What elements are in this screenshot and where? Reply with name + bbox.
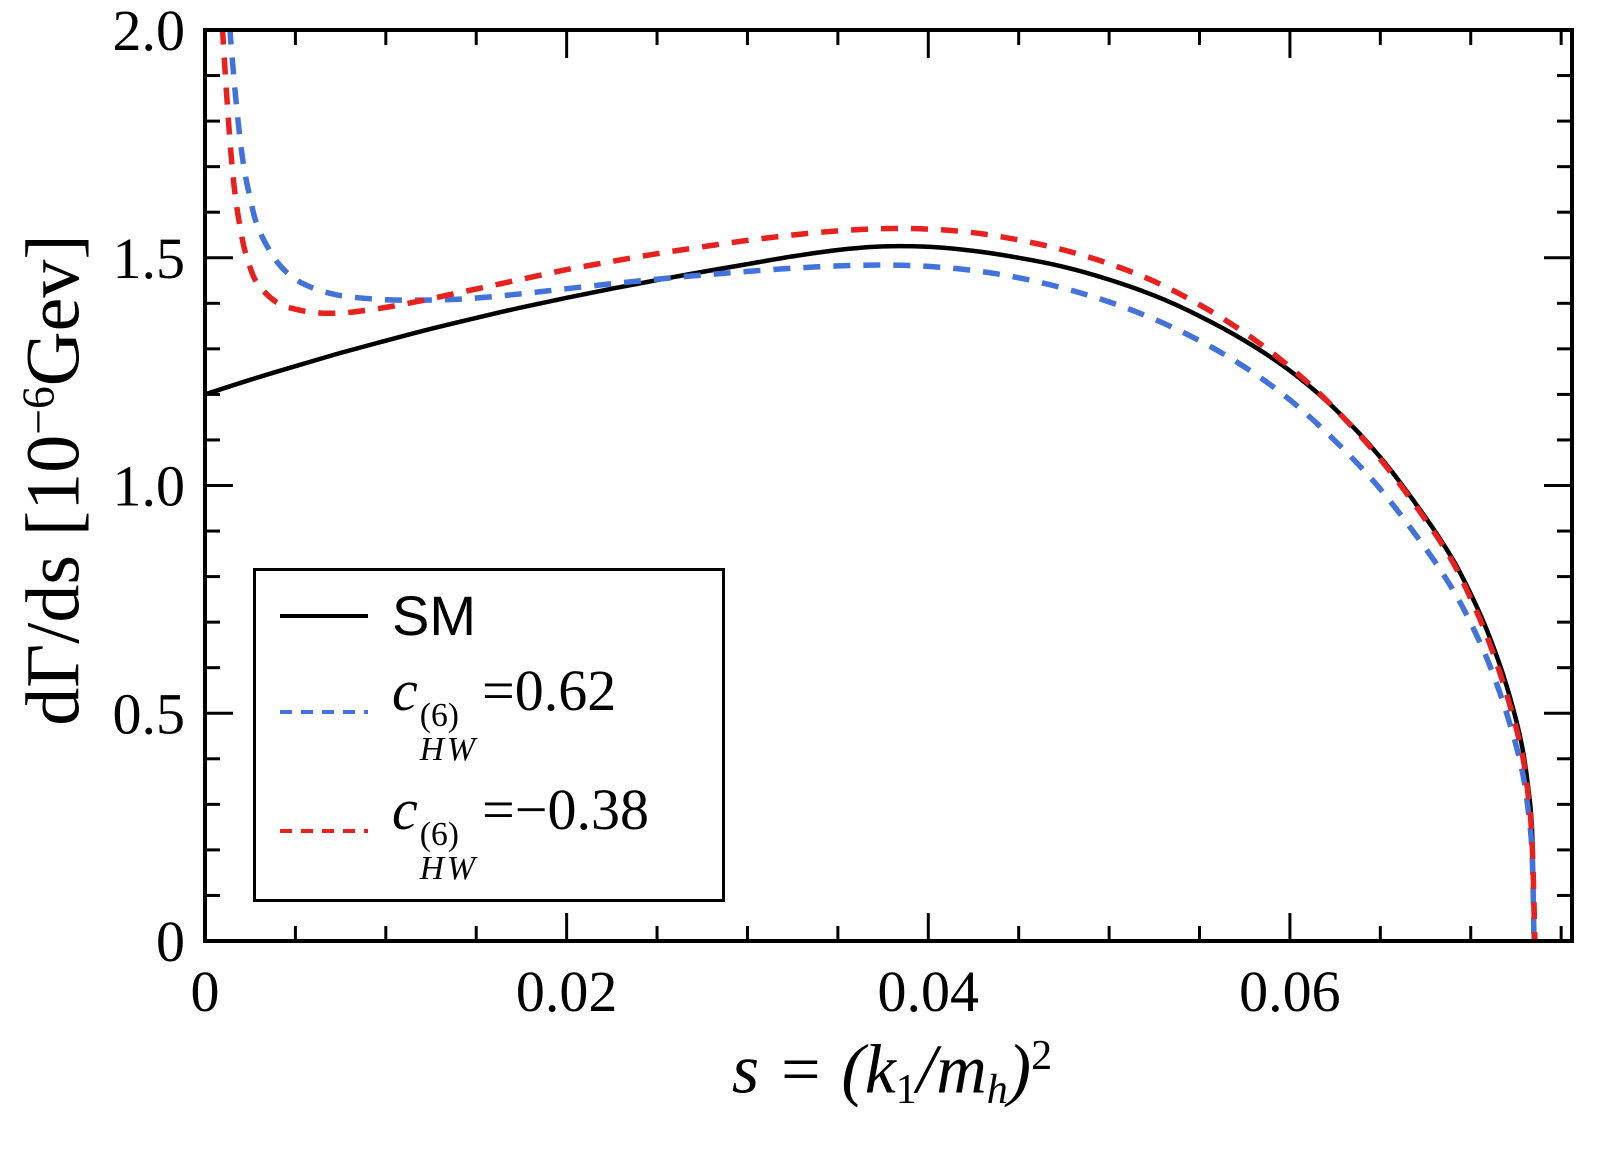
y-tick-label: 2.0 xyxy=(113,0,186,63)
legend: SM c (6) HW =0.62 c (6) HW =−0.38 xyxy=(253,568,725,902)
coefficient-scripts: (6) HW xyxy=(419,815,479,888)
y-tick-label: 1.5 xyxy=(113,226,186,291)
coefficient-value: =−0.38 xyxy=(482,776,649,842)
coefficient-value: =0.62 xyxy=(482,657,617,723)
coefficient-subscript: HW xyxy=(419,731,479,769)
ticks-layer xyxy=(203,28,1572,943)
x-tick-label: 0.02 xyxy=(516,959,618,1024)
x-tick-label: 0.04 xyxy=(878,959,980,1024)
x-axis-label-text: s = (k xyxy=(731,1031,896,1109)
legend-label-sm: SM xyxy=(392,584,476,648)
x-tick-label: 0.06 xyxy=(1239,959,1341,1024)
x-axis-label-close: ) xyxy=(1007,1031,1032,1109)
curve-cHW(6)=0.62 xyxy=(227,30,1537,941)
coefficient-superscript: (6) xyxy=(419,815,459,853)
y-tick-label: 0 xyxy=(156,909,185,974)
legend-item-chw-positive: c (6) HW =0.62 xyxy=(280,657,698,768)
legend-item-chw-negative: c (6) HW =−0.38 xyxy=(280,776,698,887)
legend-label-chw-positive: c (6) HW =0.62 xyxy=(392,657,616,768)
y-axis-label-text: dΓ/ds [10 xyxy=(11,434,96,726)
coefficient-scripts: (6) HW xyxy=(419,696,479,769)
coefficient-symbol: c xyxy=(392,657,418,723)
coefficient-subscript: HW xyxy=(419,850,479,888)
y-axis-label-unit: Gev] xyxy=(11,234,96,387)
x-tick-label: 0 xyxy=(191,959,220,1024)
tick-labels-layer: 0 0.02 0.04 0.06 0 0.5 1.0 1.5 2.0 xyxy=(113,0,1341,1024)
legend-line-sample-sm xyxy=(280,613,368,618)
curve-cHW(6)=-0.38 xyxy=(219,30,1538,941)
legend-line-sample-chw-negative xyxy=(280,829,368,834)
coefficient-superscript: (6) xyxy=(419,696,459,734)
y-tick-label: 1.0 xyxy=(113,454,186,519)
y-tick-label: 0.5 xyxy=(113,681,186,746)
legend-line-sample-chw-positive xyxy=(280,710,368,715)
curve-SM xyxy=(205,243,1537,941)
curves-layer xyxy=(205,30,1538,941)
legend-label-chw-negative: c (6) HW =−0.38 xyxy=(392,776,649,887)
x-axis-label-subh: h xyxy=(986,1066,1008,1113)
coefficient-symbol: c xyxy=(392,776,418,842)
y-axis-label-exponent: −6 xyxy=(12,386,64,435)
x-axis-label-sub1: 1 xyxy=(895,1066,917,1113)
y-axis-label: dΓ/ds [10−6Gev] xyxy=(11,234,98,725)
legend-item-sm: SM xyxy=(280,583,698,648)
x-axis-label-mid: /m xyxy=(916,1031,987,1109)
x-axis-label-exponent: 2 xyxy=(1031,1033,1053,1080)
x-axis-label: s = (k1/mh)2 xyxy=(732,1030,1052,1114)
